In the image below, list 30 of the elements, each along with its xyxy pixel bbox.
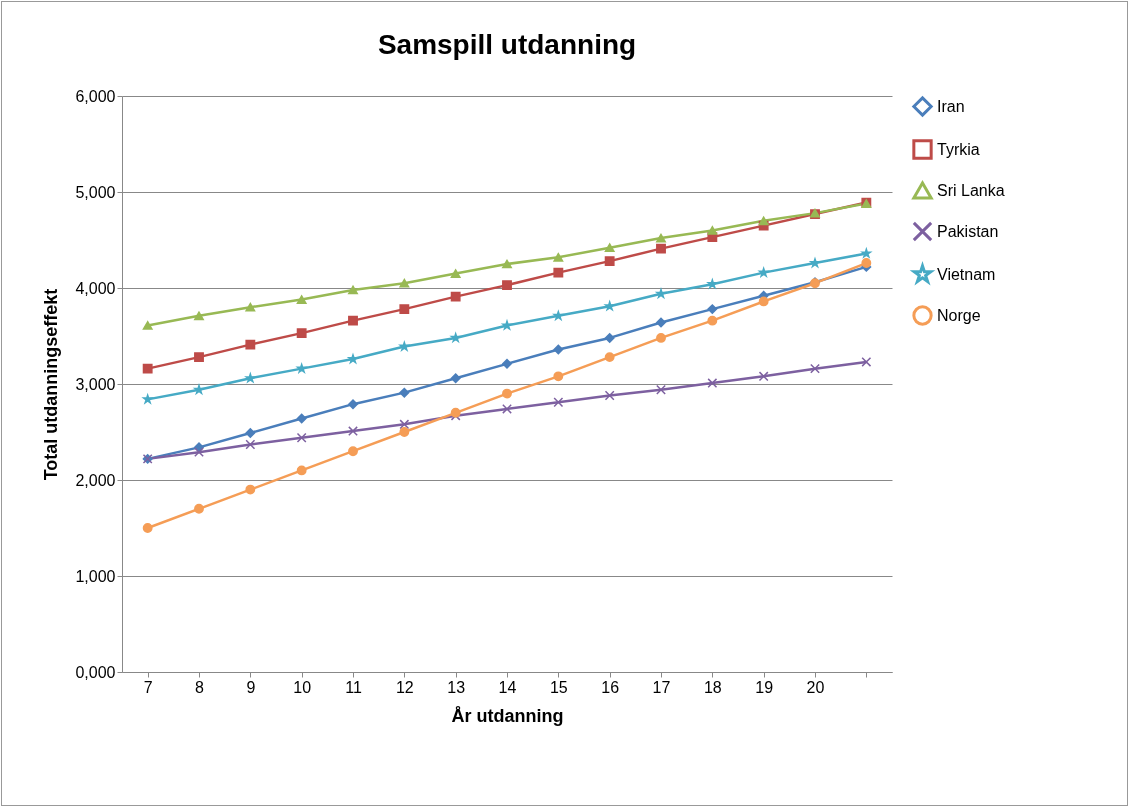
x-tick-label: 19: [755, 678, 774, 696]
x-tick-label: 20: [806, 678, 825, 696]
legend-label: Iran: [937, 97, 965, 115]
x-tick-label: 9: [246, 678, 256, 696]
legend-label: Sri Lanka: [937, 181, 1005, 199]
x-tick-label: 15: [549, 678, 568, 696]
y-tick-label: 5,000: [75, 183, 116, 201]
x-tick-label: 13: [447, 678, 466, 696]
x-tick-label: 16: [601, 678, 620, 696]
y-axis-title: Total utdanningseffekt: [41, 288, 62, 481]
legend-label: Tyrkia: [937, 140, 980, 158]
x-tick-label: 10: [293, 678, 312, 696]
y-tick-label: 2,000: [75, 471, 116, 489]
x-axis-title: År utdanning: [451, 705, 564, 726]
y-tick-label: 6,000: [75, 87, 116, 105]
chart-title: Samspill utdanning: [377, 29, 637, 60]
legend-label: Norge: [937, 306, 981, 324]
x-tick-label: 8: [195, 678, 205, 696]
legend-label: Pakistan: [937, 222, 999, 240]
y-tick-label: 3,000: [75, 375, 116, 393]
x-tick-label: 17: [652, 678, 671, 696]
legend-label: Vietnam: [937, 265, 996, 283]
y-tick-label: 0,000: [75, 663, 116, 681]
x-tick-label: 14: [498, 678, 517, 696]
x-tick-label: 12: [395, 678, 414, 696]
x-tick-label: 11: [345, 678, 362, 696]
x-tick-label: 18: [703, 678, 722, 696]
y-tick-label: 1,000: [75, 567, 116, 585]
x-tick-label: 7: [143, 678, 153, 696]
y-tick-label: 4,000: [75, 279, 116, 297]
